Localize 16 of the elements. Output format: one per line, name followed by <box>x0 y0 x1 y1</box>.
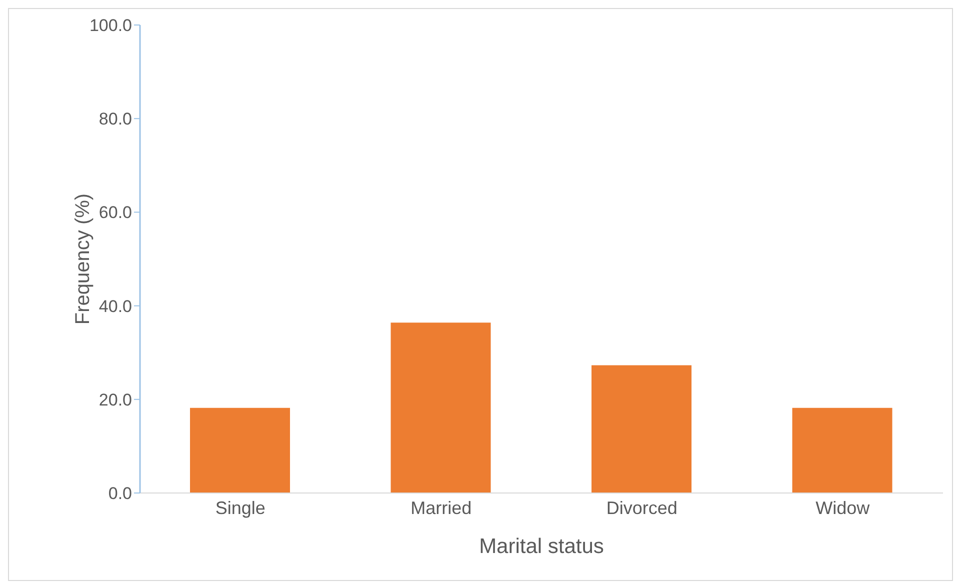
bar <box>592 365 692 493</box>
y-tick-label: 80.0 <box>98 110 132 129</box>
y-tick-label: 60.0 <box>98 203 132 222</box>
x-tick-label: Single <box>215 498 266 518</box>
bar <box>190 408 290 493</box>
y-axis-title: Frequency (%) <box>72 193 94 325</box>
x-tick-label: Married <box>410 498 472 518</box>
y-tick-label: 20.0 <box>98 390 132 410</box>
bar <box>390 322 491 493</box>
x-tick-label: Divorced <box>606 498 678 518</box>
bar <box>792 408 892 493</box>
y-tick-label: 0.0 <box>108 484 132 504</box>
x-tick-label: Widow <box>816 498 871 518</box>
x-axis-title: Marital status <box>479 535 604 558</box>
y-tick-label: 100.0 <box>89 16 132 36</box>
y-tick-label: 40.0 <box>98 296 132 316</box>
